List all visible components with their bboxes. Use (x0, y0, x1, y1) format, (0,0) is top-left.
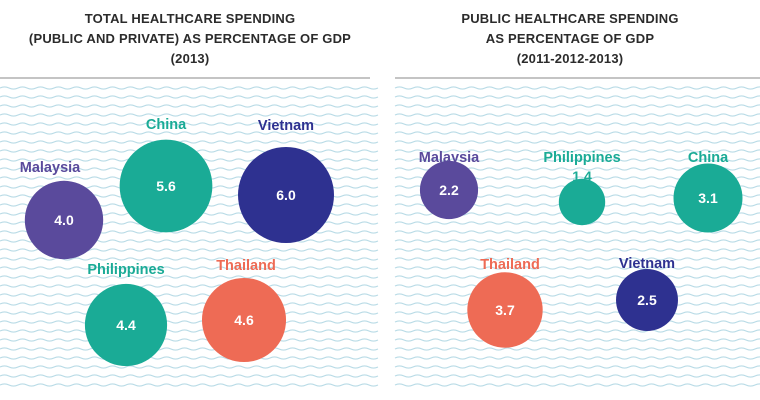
value-label-malaysia: 2.2 (439, 182, 459, 198)
wave-line (394, 329, 760, 333)
value-label-philippines: 4.4 (116, 317, 136, 333)
wave-line (394, 140, 760, 144)
wave-line (0, 104, 379, 108)
value-label-china: 5.6 (156, 178, 176, 194)
title-line-1: PUBLIC HEALTHCARE SPENDING (461, 11, 679, 26)
wave-line (0, 374, 379, 378)
bubble-malaysia (24, 180, 104, 260)
bubble-philippines (558, 178, 606, 226)
wave-line (394, 149, 760, 153)
wave-line (394, 248, 760, 252)
bubbles: Malaysia 2.2 Philippines 1.4 China 3.1 Thailan… (419, 150, 743, 348)
country-label-vietnam: Vietnam (619, 256, 675, 272)
wave-line (0, 347, 379, 351)
wave-line (394, 275, 760, 279)
wave-line (394, 104, 760, 108)
value-label-vietnam: 6.0 (276, 187, 296, 203)
wave-line (0, 329, 379, 333)
wave-line (394, 347, 760, 351)
bubble-vietnam (238, 147, 334, 243)
value-label-philippines: 1.4 (572, 168, 592, 184)
wave-line (0, 293, 379, 297)
wave-line (0, 266, 379, 270)
value-label-vietnam: 2.5 (637, 292, 657, 308)
wave-line (394, 293, 760, 297)
value-label-thailand: 3.7 (495, 302, 515, 318)
wave-line (394, 239, 760, 243)
bubbles: Malaysia 4.0 China 5.6 Vietnam 6.0 Philippines… (20, 117, 334, 367)
country-label-philippines: Philippines (87, 262, 164, 278)
country-label-vietnam: Vietnam (258, 118, 314, 134)
wave-line (394, 374, 760, 378)
country-label-malaysia: Malaysia (20, 160, 81, 176)
public-spending-title: PUBLIC HEALTHCARE SPENDING AS PERCENTAGE… (380, 9, 760, 69)
wave-line (394, 95, 760, 99)
bubble-thailand (201, 277, 287, 363)
wave-line (394, 383, 760, 387)
wave-line (394, 122, 760, 126)
wave-line (394, 302, 760, 306)
wave-line (0, 275, 379, 279)
wave-line (0, 86, 379, 90)
value-label-china: 3.1 (698, 190, 718, 206)
wave-line (394, 266, 760, 270)
wave-line (0, 338, 379, 342)
wave-line (394, 158, 760, 162)
total-spending-panel: Malaysia 4.0 China 5.6 Vietnam 6.0 Philippines… (0, 77, 379, 387)
wave-line (0, 311, 379, 315)
wave-line (394, 338, 760, 342)
wave-line (0, 140, 379, 144)
wave-line (394, 257, 760, 261)
value-label-malaysia: 4.0 (54, 212, 74, 228)
wave-line (0, 122, 379, 126)
wave-line (394, 320, 760, 324)
bubble-thailand (467, 272, 543, 348)
title-line-2: AS PERCENTAGE OF GDP (485, 31, 655, 46)
wave-line (394, 131, 760, 135)
wave-line (0, 320, 379, 324)
bubble-vietnam (616, 269, 678, 331)
wave-line (0, 95, 379, 99)
country-label-china: China (146, 117, 187, 133)
total-spending-title: TOTAL HEALTHCARE SPENDING (PUBLIC AND PR… (0, 9, 380, 69)
wave-line (394, 365, 760, 369)
country-label-thailand: Thailand (480, 257, 540, 273)
wave-line (0, 365, 379, 369)
wave-line (0, 284, 379, 288)
public-spending-panel: Malaysia 2.2 Philippines 1.4 China 3.1 Thailan… (394, 77, 760, 387)
bubble-china (673, 163, 743, 233)
wave-line (0, 113, 379, 117)
wave-line (394, 86, 760, 90)
wave-line (0, 302, 379, 306)
wave-line (0, 383, 379, 387)
country-label-philippines: Philippines (543, 150, 620, 166)
title-line-3: (2013) (170, 51, 210, 66)
country-label-malaysia: Malaysia (419, 150, 480, 166)
title-line-1: TOTAL HEALTHCARE SPENDING (84, 11, 296, 26)
bubble-malaysia (419, 160, 479, 220)
wave-line (394, 284, 760, 288)
wave-line (394, 311, 760, 315)
wave-line (394, 113, 760, 117)
country-label-thailand: Thailand (216, 258, 276, 274)
wave-line (0, 131, 379, 135)
wave-line (0, 356, 379, 360)
bubble-philippines (84, 283, 168, 367)
value-label-thailand: 4.6 (234, 312, 254, 328)
title-line-3: (2011-2012-2013) (516, 51, 624, 66)
country-label-china: China (688, 150, 729, 166)
title-line-2: (PUBLIC AND PRIVATE) AS PERCENTAGE OF GD… (28, 31, 352, 46)
wave-line (394, 356, 760, 360)
bubble-china (119, 139, 213, 233)
